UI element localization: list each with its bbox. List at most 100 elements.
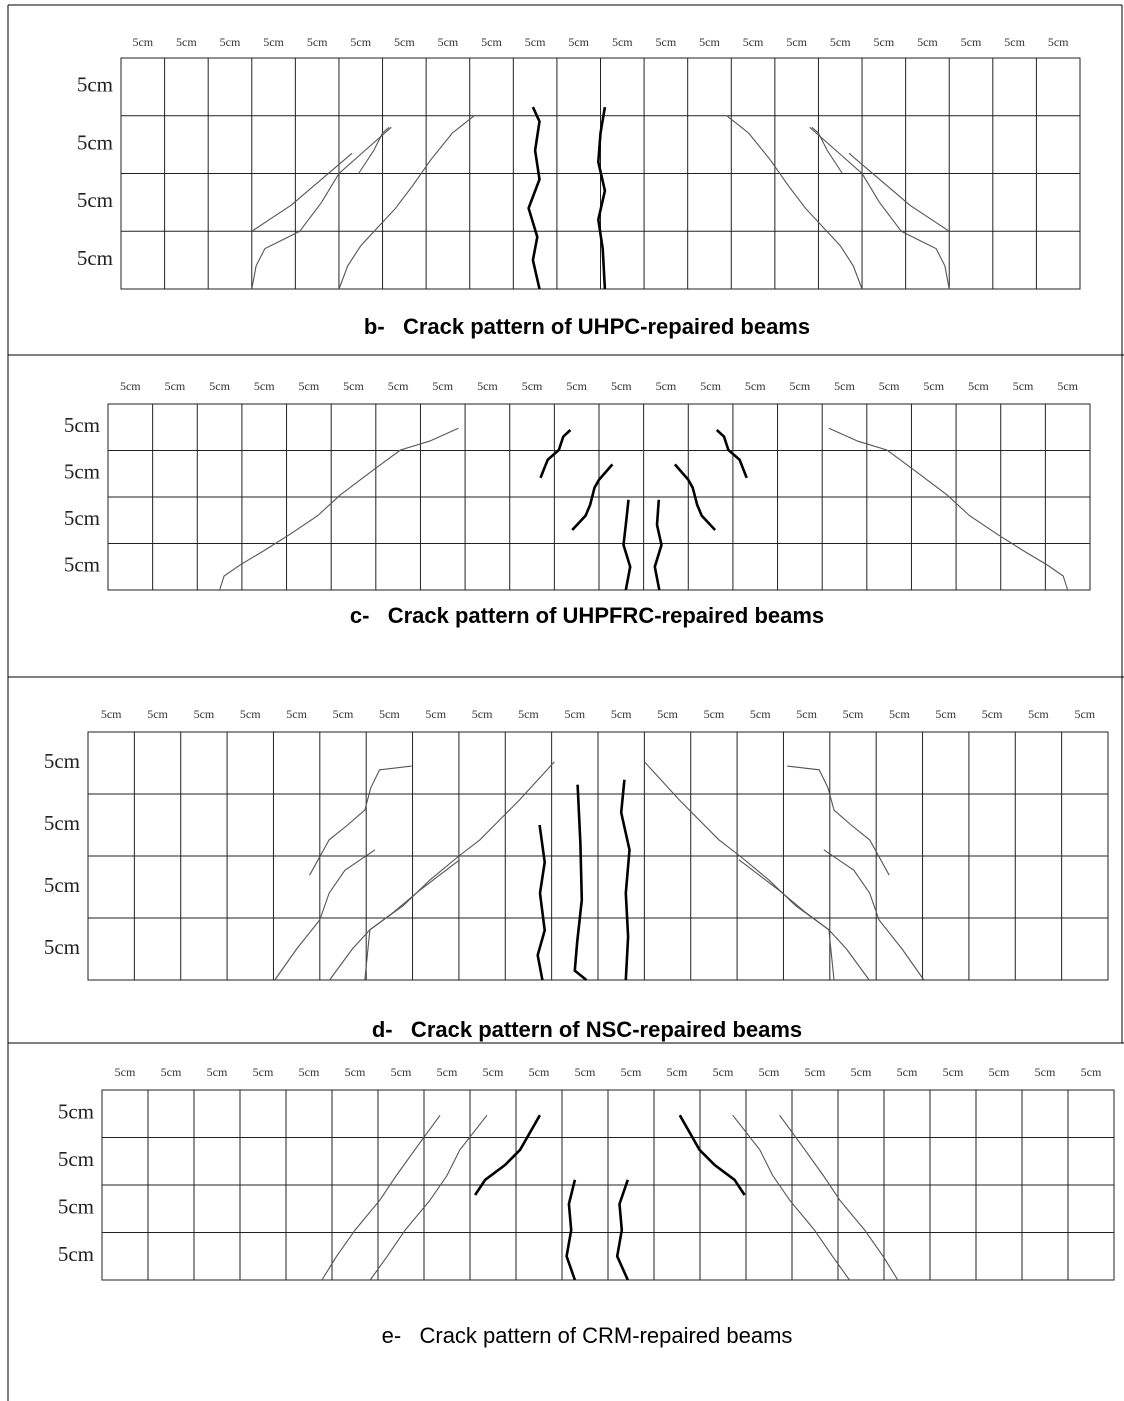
column-label: 5cm [194,707,215,721]
column-label: 5cm [790,379,811,393]
column-label: 5cm [472,707,493,721]
column-label: 5cm [253,1065,274,1079]
column-label: 5cm [345,1065,366,1079]
row-label: 5cm [64,553,100,577]
column-label: 5cm [438,35,459,49]
row-label: 5cm [64,506,100,530]
row-label: 5cm [64,413,100,437]
crack [680,1115,745,1195]
column-label: 5cm [286,707,307,721]
column-label: 5cm [115,1065,136,1079]
row-label: 5cm [58,1147,94,1171]
crack [739,860,834,980]
column-label: 5cm [209,379,230,393]
column-label: 5cm [1074,707,1095,721]
column-label: 5cm [165,379,186,393]
column-label: 5cm [943,1065,964,1079]
column-label: 5cm [566,379,587,393]
crack [252,127,391,289]
column-label: 5cm [704,707,725,721]
row-label: 5cm [77,188,113,212]
row-label: 5cm [58,1100,94,1124]
column-label: 5cm [1048,35,1069,49]
crack [567,1180,575,1280]
column-label: 5cm [307,35,328,49]
row-label: 5cm [44,811,80,835]
column-label: 5cm [982,707,1003,721]
column-label: 5cm [207,1065,228,1079]
column-label: 5cm [935,707,956,721]
column-label: 5cm [667,1065,688,1079]
column-label: 5cm [379,707,400,721]
row-label: 5cm [64,460,100,484]
column-label: 5cm [1004,35,1025,49]
column-label: 5cm [917,35,938,49]
column-label: 5cm [299,379,320,393]
row-label: 5cm [44,935,80,959]
row-label: 5cm [44,873,80,897]
column-label: 5cm [333,707,354,721]
caption: c- Crack pattern of UHPFRC-repaired beam… [350,603,824,628]
crack [275,850,375,980]
column-label: 5cm [161,1065,182,1079]
column-label: 5cm [851,1065,872,1079]
column-label: 5cm [1081,1065,1102,1079]
column-label: 5cm [176,35,197,49]
column-label: 5cm [437,1065,458,1079]
column-label: 5cm [699,35,720,49]
column-label: 5cm [745,379,766,393]
column-label: 5cm [656,35,677,49]
crack [617,1180,628,1280]
row-label: 5cm [77,73,113,97]
row-label: 5cm [58,1195,94,1219]
column-label: 5cm [759,1065,780,1079]
column-label: 5cm [388,379,409,393]
column-label: 5cm [656,379,677,393]
column-label: 5cm [889,707,910,721]
column-label: 5cm [529,1065,550,1079]
column-label: 5cm [879,379,900,393]
column-label: 5cm [220,35,241,49]
column-label: 5cm [843,707,864,721]
crack [359,127,390,173]
column-label: 5cm [299,1065,320,1079]
crack [655,500,662,590]
crack [810,127,950,289]
crack [475,1115,540,1195]
column-label: 5cm [147,707,168,721]
crack [220,428,459,590]
column-label: 5cm [968,379,989,393]
column-label: 5cm [477,379,498,393]
column-label: 5cm [805,1065,826,1079]
column-label: 5cm [611,707,632,721]
column-label: 5cm [254,379,275,393]
column-label: 5cm [611,379,632,393]
crack [787,766,889,875]
crack [824,850,924,980]
column-label: 5cm [391,1065,412,1079]
column-label: 5cm [575,1065,596,1079]
column-label: 5cm [564,707,585,721]
column-label: 5cm [1057,379,1078,393]
column-label: 5cm [240,707,261,721]
column-label: 5cm [568,35,589,49]
crack [538,825,545,980]
column-label: 5cm [1013,379,1034,393]
column-label: 5cm [481,35,502,49]
crack [829,428,1068,590]
column-label: 5cm [786,35,807,49]
column-label: 5cm [101,707,122,721]
column-label: 5cm [1028,707,1049,721]
crack [621,780,629,980]
column-label: 5cm [263,35,284,49]
crack [541,430,571,478]
page: 5cm 5cm 5cm 5cm 5cm 5cm 5cm 5cm 5cm 5cm 5cm 5cm 5cm 5… [0,0,1124,1401]
column-label: 5cm [1035,1065,1056,1079]
row-label: 5cm [77,246,113,270]
column-label: 5cm [132,35,153,49]
column-label: 5cm [657,707,678,721]
column-label: 5cm [750,707,771,721]
crack [644,762,869,980]
crack [812,127,843,173]
crack [717,430,747,478]
